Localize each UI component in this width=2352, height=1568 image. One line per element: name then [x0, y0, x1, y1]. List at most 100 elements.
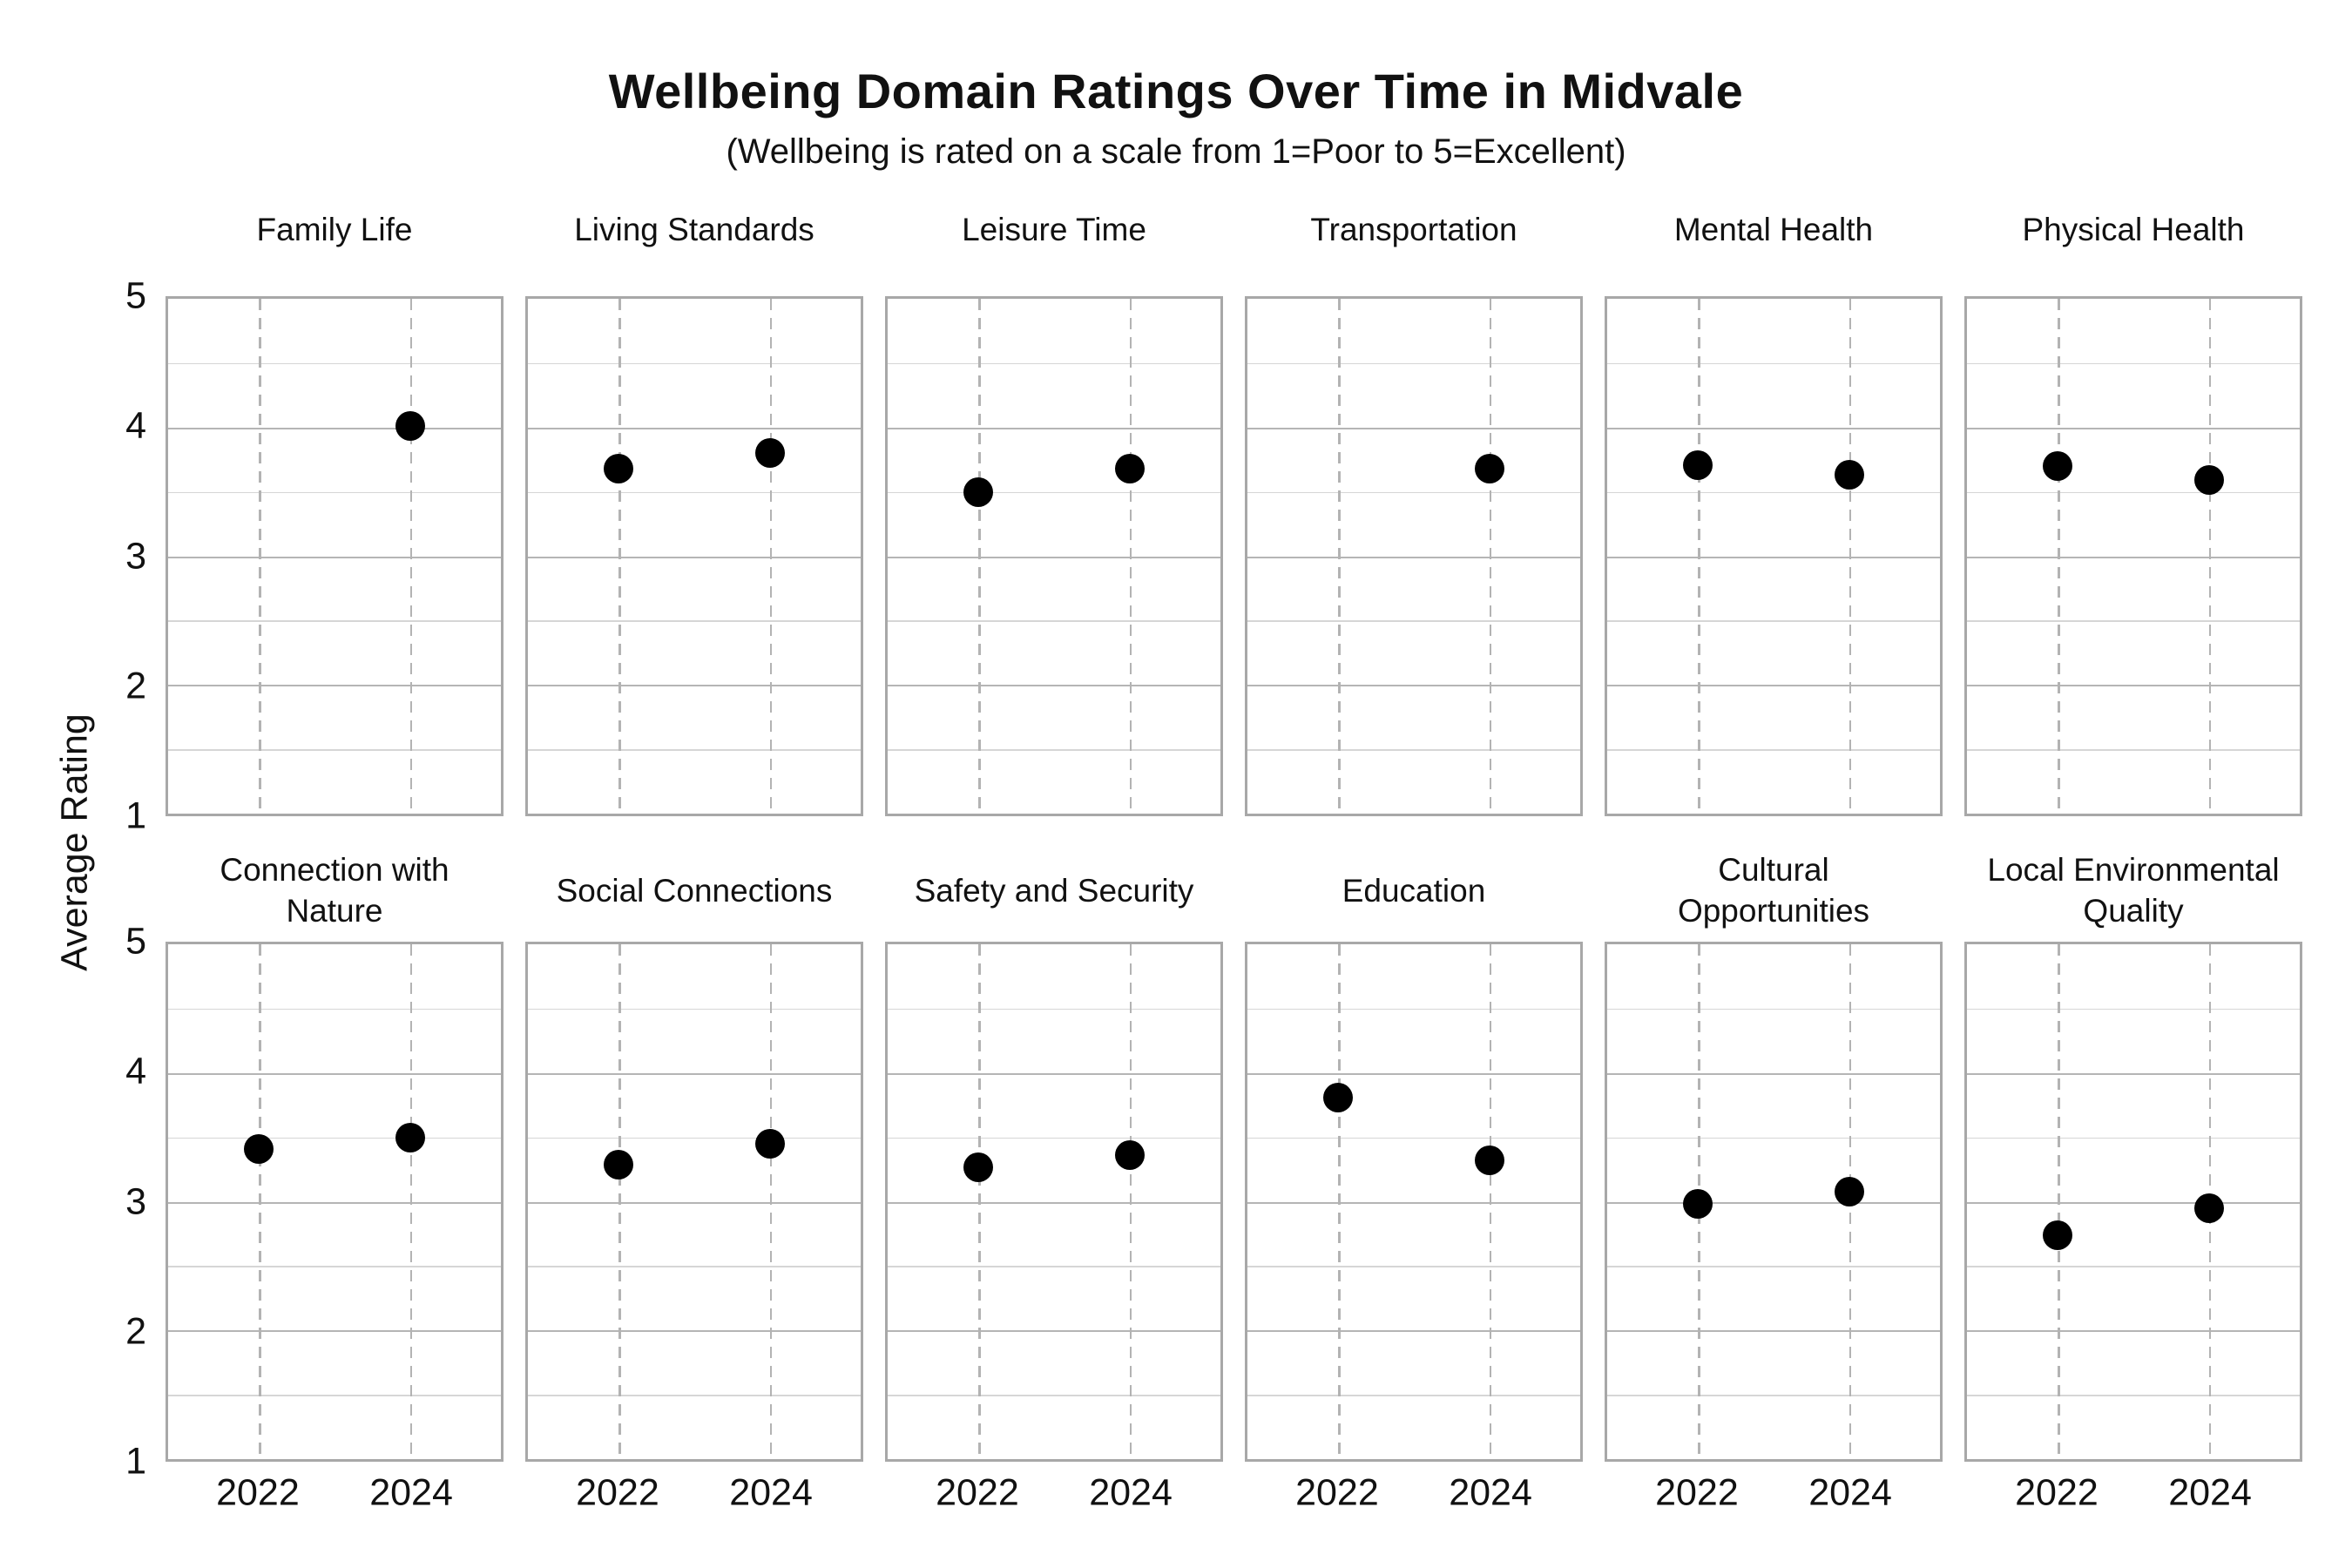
- gridline-major: [1967, 427, 2300, 429]
- gridline-minor: [888, 491, 1220, 494]
- facet-panel: [1605, 942, 1943, 1462]
- x-tick-label: 2022: [216, 1471, 300, 1514]
- gridline-minor: [888, 620, 1220, 622]
- gridline-minor: [1247, 362, 1580, 365]
- gridline-minor: [528, 491, 861, 494]
- gridline-major: [168, 1072, 501, 1075]
- facet-panel: [166, 942, 504, 1462]
- gridline-major: [888, 1072, 1220, 1075]
- x-tick-label: 2024: [2168, 1471, 2252, 1514]
- gridline-minor: [168, 491, 501, 494]
- gridline-x-dashed: [1338, 944, 1341, 1459]
- facet-panel: [1964, 942, 2302, 1462]
- data-point: [604, 454, 634, 484]
- facet-panel: [1605, 296, 1943, 816]
- gridline-major: [888, 1330, 1220, 1333]
- gridline-major: [168, 1201, 501, 1204]
- facet-title: Local Environmental Quality: [1987, 852, 2280, 929]
- data-point: [2043, 1220, 2073, 1250]
- gridline-minor: [1607, 620, 1940, 622]
- y-tick-label: 4: [125, 1050, 146, 1092]
- gridline-major: [888, 556, 1220, 558]
- gridline-x-dashed: [1489, 944, 1492, 1459]
- gridline-major: [1967, 556, 2300, 558]
- data-point: [2193, 1193, 2224, 1223]
- facet-title: Social Connections: [556, 872, 833, 909]
- gridline-x-dashed: [618, 299, 621, 814]
- data-point: [754, 1129, 785, 1159]
- gridline-minor: [168, 362, 501, 365]
- gridline-minor: [1247, 620, 1580, 622]
- gridline-minor: [528, 620, 861, 622]
- facet-panel: [166, 296, 504, 816]
- gridline-major: [1607, 427, 1940, 429]
- gridline-x-dashed: [409, 299, 413, 814]
- gridline-minor: [1247, 1008, 1580, 1010]
- gridline-major: [1607, 685, 1940, 687]
- gridline-minor: [1247, 1137, 1580, 1139]
- x-tick-label: 2022: [936, 1471, 1019, 1514]
- gridline-minor: [1607, 749, 1940, 751]
- gridline-minor: [528, 1137, 861, 1139]
- data-point: [1114, 1140, 1145, 1171]
- x-tick-label: 2024: [1808, 1471, 1892, 1514]
- data-point: [1474, 1146, 1504, 1176]
- facet-title: Safety and Security: [914, 872, 1194, 909]
- gridline-minor: [1607, 1008, 1940, 1010]
- data-point: [1834, 1176, 1864, 1206]
- gridline-major: [1247, 1072, 1580, 1075]
- y-tick-label: 3: [125, 535, 146, 577]
- gridline-minor: [1607, 362, 1940, 365]
- gridline-minor: [888, 362, 1220, 365]
- gridline-x-dashed: [618, 944, 621, 1459]
- gridline-x-dashed: [1848, 299, 1852, 814]
- gridline-minor: [528, 1266, 861, 1267]
- chart-title: Wellbeing Domain Ratings Over Time in Mi…: [608, 64, 1744, 118]
- gridline-x-dashed: [769, 944, 773, 1459]
- gridline-major: [168, 1330, 501, 1333]
- gridline-major: [1607, 1330, 1940, 1333]
- gridline-major: [1967, 1072, 2300, 1075]
- gridline-minor: [1967, 620, 2300, 622]
- gridline-minor: [168, 1266, 501, 1267]
- gridline-minor: [528, 362, 861, 365]
- gridline-x-dashed: [2058, 299, 2060, 814]
- gridline-major: [1247, 1201, 1580, 1204]
- gridline-major: [528, 556, 861, 558]
- gridline-x-dashed: [978, 299, 981, 814]
- facet-panel: [885, 296, 1223, 816]
- gridline-major: [1967, 1201, 2300, 1204]
- data-point: [604, 1149, 634, 1179]
- gridline-minor: [1607, 491, 1940, 494]
- data-point: [1683, 1189, 1713, 1220]
- y-tick-label: 2: [125, 1310, 146, 1353]
- gridline-minor: [1607, 1395, 1940, 1396]
- gridline-major: [888, 427, 1220, 429]
- y-tick-label: 2: [125, 665, 146, 707]
- gridline-minor: [168, 1008, 501, 1010]
- x-tick-label: 2024: [369, 1471, 453, 1514]
- y-tick-label: 1: [125, 1440, 146, 1483]
- data-point: [754, 438, 785, 469]
- facet-title: Living Standards: [574, 211, 814, 247]
- gridline-minor: [1247, 1266, 1580, 1267]
- gridline-minor: [1967, 362, 2300, 365]
- data-point: [963, 1152, 994, 1182]
- gridline-minor: [528, 749, 861, 751]
- facet-title: Education: [1342, 872, 1486, 909]
- gridline-major: [528, 1072, 861, 1075]
- data-point: [1114, 454, 1145, 484]
- gridline-minor: [168, 620, 501, 622]
- facet-panel: [525, 942, 863, 1462]
- facet-panel: [885, 942, 1223, 1462]
- facet-title: Physical Health: [2022, 211, 2245, 247]
- y-tick-label: 1: [125, 794, 146, 837]
- facet-title: Mental Health: [1673, 211, 1874, 247]
- gridline-minor: [1967, 1395, 2300, 1396]
- gridline-minor: [888, 1137, 1220, 1139]
- gridline-minor: [168, 1395, 501, 1396]
- data-point: [963, 476, 994, 507]
- facet-title: Cultural Opportunities: [1677, 852, 1870, 929]
- x-tick-label: 2022: [1655, 1471, 1739, 1514]
- gridline-major: [1607, 1201, 1940, 1204]
